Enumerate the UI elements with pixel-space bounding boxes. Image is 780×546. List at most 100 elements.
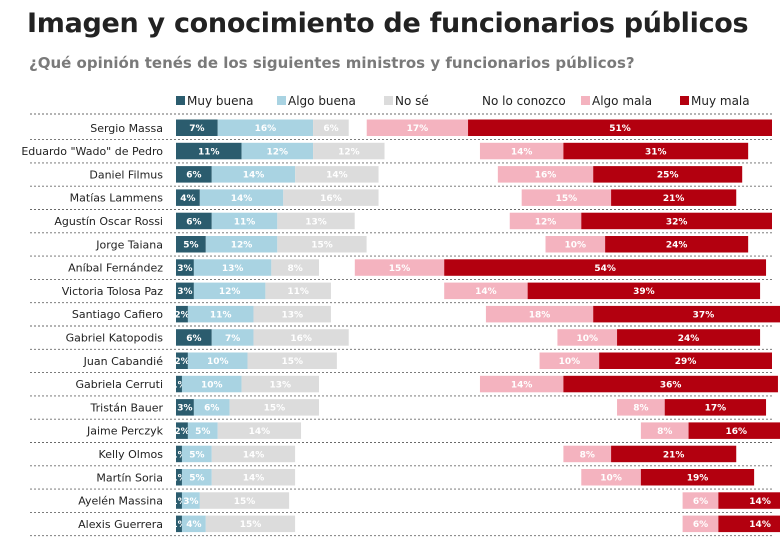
bar-algo-mala bbox=[581, 469, 641, 486]
bar-muy-buena bbox=[176, 492, 182, 509]
row-juan-cabandie: Juan Cabandié 2% 10% 15% 10% 29% bbox=[83, 352, 772, 369]
legend-item-no-lo-conozco: No lo conozco bbox=[482, 94, 566, 108]
row-kelly-olmos: Kelly Olmos 1% 5% 14% 8% 21% bbox=[99, 445, 737, 463]
bar-value-label: 15% bbox=[556, 194, 578, 204]
bar-muy-buena bbox=[176, 142, 242, 160]
bar-muy-mala bbox=[605, 236, 749, 253]
row-label: Daniel Filmus bbox=[89, 168, 163, 181]
bar-value-label: 10% bbox=[600, 474, 622, 484]
bar-value-label: 25% bbox=[657, 171, 679, 181]
bar-value-label: 15% bbox=[281, 357, 303, 367]
bar-value-label: 14% bbox=[511, 380, 533, 390]
row-jorge-taiana: Jorge Taiana 5% 12% 15% 10% 24% bbox=[95, 236, 749, 253]
row-jaime-perczyk: Jaime Perczyk 2% 5% 14% 8% 16% bbox=[86, 422, 780, 439]
bar-algo-mala bbox=[354, 259, 445, 276]
bar-value-label: 6% bbox=[204, 404, 219, 414]
bar-muy-mala bbox=[593, 305, 780, 323]
bar-algo-buena bbox=[181, 445, 212, 463]
bar-no-se bbox=[241, 375, 320, 393]
bar-muy-buena bbox=[176, 352, 188, 369]
bar-no-se bbox=[277, 236, 367, 253]
bar-value-label: 6% bbox=[693, 520, 708, 530]
bar-value-label: 14% bbox=[475, 287, 497, 297]
bar-algo-buena bbox=[211, 166, 296, 183]
bar-value-label: 13% bbox=[222, 264, 244, 274]
bar-value-label: 31% bbox=[645, 147, 667, 157]
bar-muy-mala bbox=[718, 515, 780, 533]
bar-value-label: 5% bbox=[195, 427, 210, 437]
bar-value-label: 11% bbox=[234, 217, 256, 227]
bar-no-se bbox=[313, 119, 349, 136]
bar-no-lo-conozco bbox=[348, 329, 558, 346]
bar-value-label: 13% bbox=[305, 217, 327, 227]
bar-algo-mala bbox=[509, 212, 582, 230]
row-label: Sergio Massa bbox=[90, 122, 163, 135]
bar-algo-mala bbox=[479, 375, 564, 393]
row-label: Juan Cabandié bbox=[83, 355, 164, 368]
bar-no-se bbox=[295, 166, 379, 183]
row-alexis-guerrera: Alexis Guerrera 1% 4% 15% 6% 14% bbox=[78, 515, 780, 533]
bar-algo-mala bbox=[366, 119, 469, 136]
bar-no-se bbox=[205, 515, 296, 533]
bar-value-label: 4% bbox=[186, 520, 201, 530]
bar-value-label: 15% bbox=[389, 264, 411, 274]
bar-no-se bbox=[217, 422, 302, 439]
bar-value-label: 13% bbox=[270, 380, 292, 390]
bar-value-label: 6% bbox=[186, 334, 201, 344]
row-martin-soria: Martín Soria 1% 5% 14% 10% 19% bbox=[96, 469, 755, 486]
row-label: Gabriela Cerruti bbox=[75, 378, 163, 391]
bar-value-label: 14% bbox=[243, 171, 265, 181]
bar-value-label: 6% bbox=[323, 124, 338, 134]
bar-no-lo-conozco bbox=[295, 515, 683, 533]
row-label: Kelly Olmos bbox=[99, 448, 164, 461]
bar-value-label: 13% bbox=[281, 310, 303, 320]
bar-value-label: 12% bbox=[231, 241, 253, 251]
bar-muy-buena bbox=[176, 212, 212, 230]
bar-value-label: 12% bbox=[535, 217, 557, 227]
bar-value-label: 16% bbox=[255, 124, 277, 134]
chart-legend: Muy buena Algo buena No sé No lo conozco Alg… bbox=[176, 94, 750, 108]
bar-no-lo-conozco bbox=[336, 352, 540, 369]
legend-label-no-se: No sé bbox=[395, 94, 429, 108]
bar-no-lo-conozco bbox=[348, 119, 367, 136]
bar-algo-buena bbox=[199, 189, 284, 206]
bar-muy-mala bbox=[611, 445, 737, 463]
legend-swatch-no-se bbox=[384, 96, 393, 105]
legend-swatch-muy-buena bbox=[176, 96, 185, 105]
chart-rows: Sergio Massa 7% 16% 6% 17% 51% Eduardo "Wado" … bbox=[21, 119, 780, 533]
legend-item-muy-buena: Muy buena bbox=[176, 94, 253, 108]
bar-value-label: 14% bbox=[511, 147, 533, 157]
bar-algo-mala bbox=[479, 142, 564, 160]
bar-value-label: 15% bbox=[234, 497, 256, 507]
bar-algo-buena bbox=[241, 142, 314, 160]
bar-muy-buena bbox=[176, 236, 206, 253]
bar-algo-buena bbox=[193, 282, 266, 300]
bar-value-label: 32% bbox=[666, 217, 688, 227]
bar-muy-buena bbox=[176, 259, 194, 276]
bar-muy-buena bbox=[176, 189, 200, 206]
bar-muy-mala bbox=[563, 142, 749, 160]
bar-value-label: 11% bbox=[198, 147, 220, 157]
bar-value-label: 10% bbox=[565, 241, 587, 251]
row-label: Santiago Cafiero bbox=[72, 308, 163, 321]
bar-muy-mala bbox=[617, 329, 761, 346]
row-victoria-tolosa-paz: Victoria Tolosa Paz 3% 12% 11% 14% 39% bbox=[62, 282, 761, 300]
bar-muy-buena bbox=[176, 119, 218, 136]
bar-value-label: 14% bbox=[749, 520, 771, 530]
row-ayelen-massina: Ayelén Massina 1%3% 15% 6% 14% bbox=[78, 492, 780, 509]
bar-muy-buena bbox=[176, 282, 194, 300]
bar-muy-mala bbox=[468, 119, 772, 136]
bar-value-label: 8% bbox=[633, 404, 648, 414]
legend-label-no-lo-conozco: No lo conozco bbox=[482, 94, 566, 108]
bar-value-label: 10% bbox=[201, 380, 223, 390]
row-label: Ayelén Massina bbox=[78, 495, 163, 508]
bar-muy-mala bbox=[664, 399, 767, 416]
bar-value-label: 3% bbox=[177, 287, 192, 297]
bar-muy-mala bbox=[444, 259, 767, 276]
row-label: Martín Soria bbox=[96, 471, 163, 484]
bar-algo-mala bbox=[682, 515, 719, 533]
bar-value-label: 24% bbox=[666, 241, 688, 251]
bar-muy-buena bbox=[176, 329, 212, 346]
bar-algo-buena bbox=[181, 492, 200, 509]
legend-label-muy-buena: Muy buena bbox=[187, 94, 253, 108]
